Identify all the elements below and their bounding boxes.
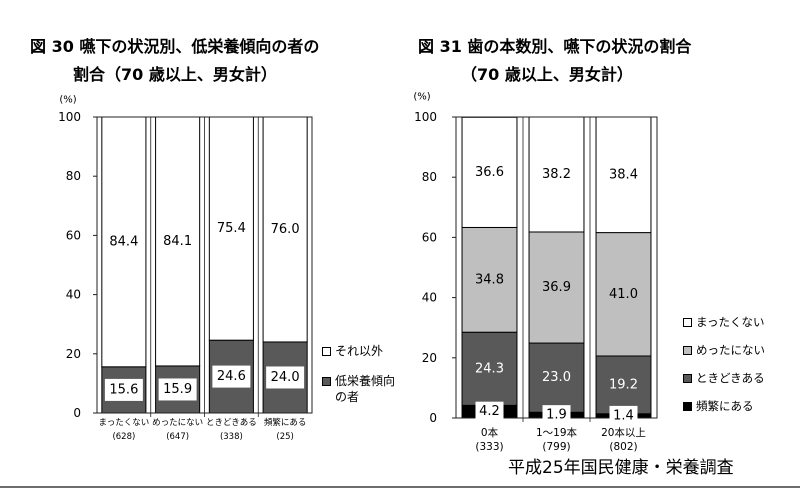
x-tick-count: (628): [112, 432, 135, 442]
data-label-box: [542, 405, 571, 426]
bar-segment: [262, 116, 308, 343]
x-tick-label: 頻繁にある: [264, 417, 307, 428]
data-label: 1.9: [546, 408, 567, 423]
x-tick-label: まったくない: [99, 418, 150, 428]
legend-swatch: [683, 318, 692, 327]
y-axis-unit: (%): [413, 92, 430, 103]
bar-segment: [528, 231, 585, 344]
bar-segment: [461, 331, 518, 406]
y-tick-label: 20: [422, 351, 437, 365]
data-label: 19.2: [609, 377, 638, 392]
x-tick-label: 0本: [481, 426, 499, 439]
data-label: 15.9: [163, 382, 192, 397]
data-label: 15.6: [109, 382, 138, 397]
legend-label: 低栄養傾向の者: [335, 374, 396, 404]
y-tick-label: 0: [73, 406, 81, 420]
chart-title-left: 図 30 嚥下の状況別、低栄養傾向の者の 割合（70 歳以上、男女計）: [30, 37, 320, 84]
legend-item: 頻繁にある: [683, 398, 796, 414]
legend-swatch: [683, 402, 692, 411]
data-label: 76.0: [271, 222, 300, 237]
bar-segment: [528, 342, 585, 413]
y-tick-label: 40: [66, 288, 81, 302]
y-tick-label: 0: [429, 411, 437, 425]
legend-item: 低栄養傾向の者: [322, 373, 397, 405]
legend-item: めったにない: [683, 342, 796, 358]
bar-segment: [595, 116, 652, 234]
bar-segment: [461, 226, 518, 333]
source-note: 平成25年国民健康・栄養調査: [508, 458, 734, 478]
x-tick-count: (338): [220, 432, 243, 442]
legend-label: ときどきある: [696, 371, 765, 385]
x-tick-label: ときどきある: [206, 418, 257, 428]
legend-swatch: [683, 346, 692, 355]
legend-item: ときどきある: [683, 370, 796, 386]
x-tick-count: (333): [475, 441, 503, 453]
chart-title-right: 図 31 歯の本数別、嚥下の状況の割合 （70 歳以上、男女計）: [418, 37, 692, 84]
data-label: 38.4: [609, 167, 638, 182]
y-tick-label: 100: [58, 110, 81, 124]
data-label: 41.0: [609, 287, 638, 302]
data-label: 38.2: [542, 167, 571, 182]
y-tick-label: 100: [414, 110, 437, 124]
legend-item: まったくない: [683, 314, 796, 330]
data-label-box: [266, 366, 305, 389]
legend-label: めったにない: [696, 343, 765, 357]
data-label: 1.4: [613, 408, 634, 423]
bar-segment: [101, 116, 147, 368]
data-label: 84.1: [163, 234, 192, 249]
legend-item: それ以外: [322, 343, 397, 359]
x-tick-count: (799): [542, 441, 570, 453]
data-label-box: [475, 401, 504, 422]
bottom-rule: [0, 486, 800, 488]
y-tick-label: 80: [66, 169, 81, 183]
legend-label: 頻繁にある: [696, 399, 754, 413]
y-tick-label: 80: [422, 170, 437, 184]
x-tick-count: (647): [166, 432, 189, 442]
data-label-box: [104, 378, 143, 401]
data-label: 4.2: [479, 404, 500, 419]
legend-swatch: [683, 374, 692, 383]
x-tick-count: (802): [609, 441, 637, 453]
data-label: 36.9: [542, 280, 571, 295]
data-label-box: [158, 378, 197, 401]
bar-segment: [208, 116, 254, 341]
y-tick-label: 60: [422, 230, 437, 244]
y-tick-label: 60: [66, 228, 81, 242]
data-label: 84.4: [109, 234, 138, 249]
legend-label: まったくない: [696, 315, 765, 329]
x-tick-label: めったにない: [152, 418, 203, 428]
chart-left: 0 20 40 60 80 100 (%) 15.6 84.4 まったくない (628) 15.9 84…: [58, 95, 313, 442]
data-label: 23.0: [542, 370, 571, 385]
chart-right: 0 20 40 60 80 100 (%) 4.2 24.3 34.8 36.6 0本 (333) 1.9…: [413, 92, 658, 453]
data-label-box: [609, 405, 638, 426]
y-tick-label: 20: [66, 347, 81, 361]
data-label: 75.4: [217, 221, 246, 236]
data-label: 24.0: [271, 370, 300, 385]
data-label: 34.8: [475, 272, 504, 287]
legend-swatch: [322, 377, 331, 386]
data-label: 24.3: [475, 361, 504, 376]
y-axis-unit: (%): [59, 95, 76, 106]
bar-segment: [461, 116, 518, 228]
x-tick-count: (25): [276, 432, 293, 442]
x-tick-label: 1～19本: [536, 426, 578, 439]
y-tick-label: 40: [422, 291, 437, 305]
legend-label: それ以外: [335, 344, 384, 358]
legend-swatch: [322, 347, 331, 356]
data-label-box: [212, 365, 251, 388]
data-label: 36.6: [475, 165, 504, 180]
bar-segment: [528, 116, 585, 233]
data-label: 24.6: [217, 369, 246, 384]
x-tick-label: 20本以上: [601, 426, 646, 439]
